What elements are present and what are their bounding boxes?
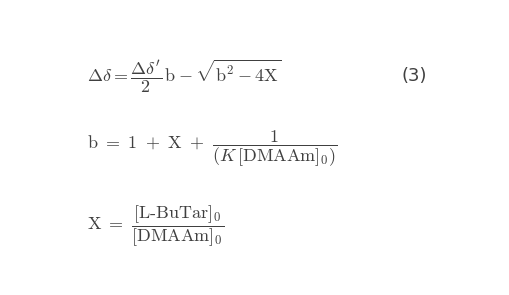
Text: $\mathrm{X}\ =\ \dfrac{[\mathrm{L\text{-}BuTar}]_{0}}{[\mathrm{DMAAm}]_{0}}$: $\mathrm{X}\ =\ \dfrac{[\mathrm{L\text{-…: [88, 204, 224, 249]
Text: $\Delta\delta = \dfrac{\Delta\delta^{\prime}}{2}\, \mathrm{b} - \sqrt{\mathrm{b}: $\Delta\delta = \dfrac{\Delta\delta^{\pr…: [88, 58, 281, 95]
Text: $\mathrm{b}\ =\ 1\ +\ \mathrm{X}\ +\ \dfrac{1}{(K\,[\mathrm{DMAAm}]_{0})}$: $\mathrm{b}\ =\ 1\ +\ \mathrm{X}\ +\ \df…: [88, 129, 337, 169]
Text: (3): (3): [401, 67, 427, 85]
